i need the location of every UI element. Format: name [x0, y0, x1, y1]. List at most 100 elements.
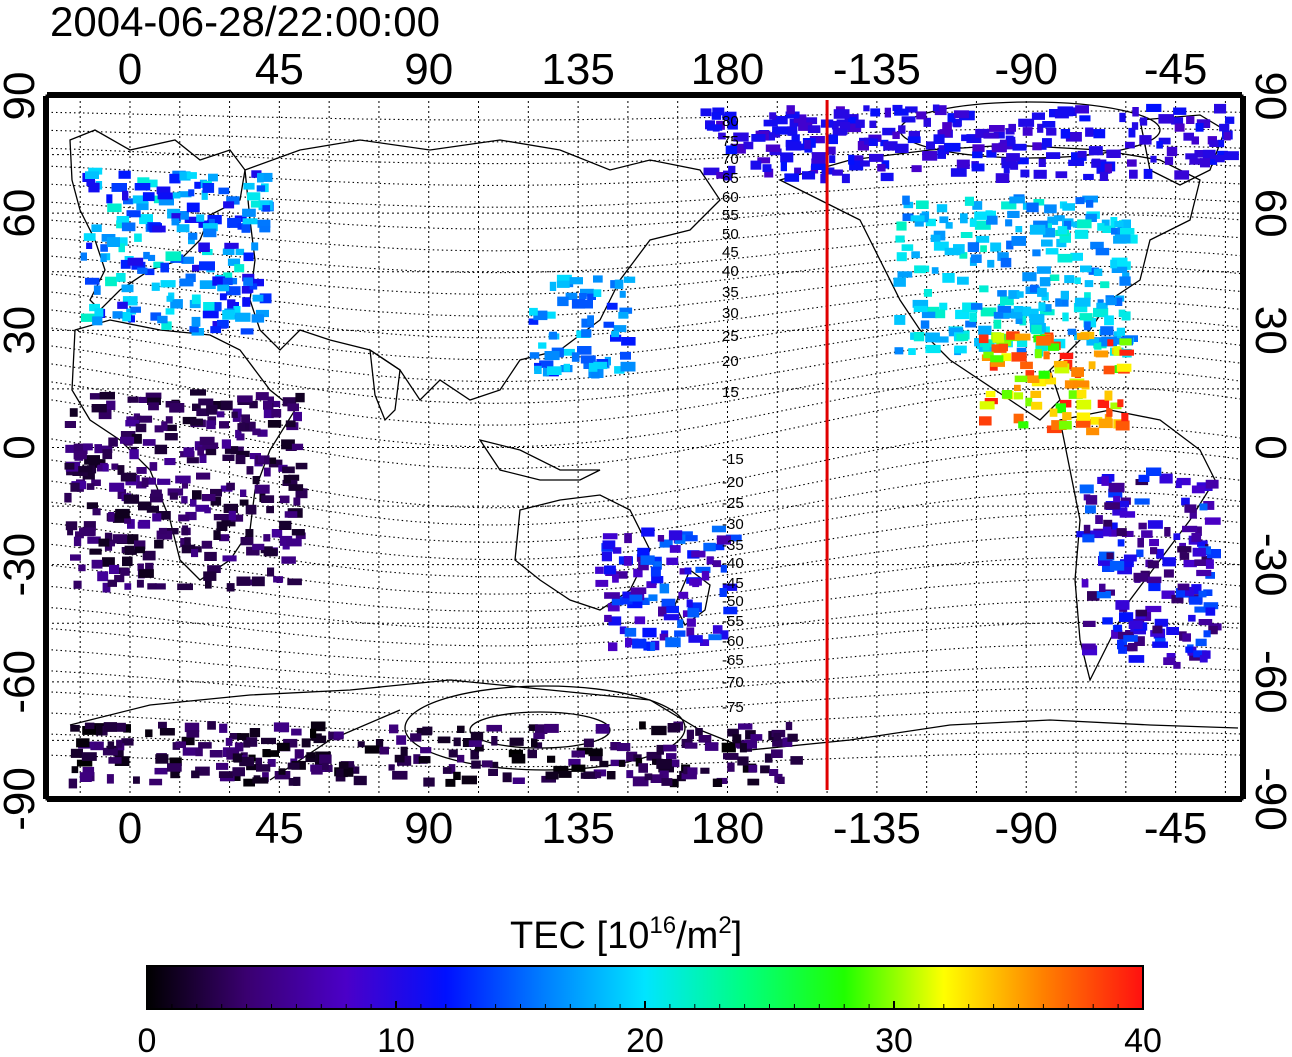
- tec-cell: [1029, 224, 1046, 235]
- tec-cell: [217, 284, 230, 292]
- tec-cell: [1075, 197, 1085, 205]
- tec-cell: [1141, 530, 1153, 538]
- tec-cell: [76, 738, 90, 748]
- tec-cell: [1029, 284, 1039, 293]
- tec-cell: [1121, 413, 1129, 422]
- tec-cell: [869, 120, 877, 128]
- lat-tick-label: -30: [1246, 533, 1292, 597]
- tec-cell: [88, 182, 100, 193]
- tec-cell: [979, 401, 995, 410]
- tec-cell: [595, 724, 610, 734]
- tec-cell: [138, 501, 152, 511]
- tec-cell: [1203, 589, 1213, 596]
- tec-cell: [1195, 123, 1204, 132]
- tec-cell: [116, 722, 126, 732]
- tec-cell: [161, 421, 168, 431]
- tec-cell: [916, 200, 929, 209]
- tec-cell: [1093, 129, 1106, 139]
- tec-cell: [1121, 530, 1134, 537]
- tec-cell: [1102, 225, 1116, 233]
- tec-cell: [606, 771, 616, 780]
- tec-cell: [544, 351, 560, 361]
- tec-cell: [986, 215, 998, 225]
- tec-cell: [169, 173, 181, 184]
- tec-cell: [894, 347, 904, 355]
- tec-cell: [630, 587, 647, 594]
- tec-cell: [1100, 326, 1114, 336]
- tec-cell: [832, 128, 848, 135]
- tec-cell: [1102, 617, 1113, 625]
- tec-cell: [1077, 219, 1092, 229]
- tec-cell: [226, 286, 241, 296]
- tec-cell: [145, 268, 155, 276]
- tec-cell: [953, 110, 969, 119]
- tec-cell: [148, 402, 159, 411]
- tec-cell: [259, 225, 271, 233]
- tec-cell: [116, 220, 127, 229]
- tec-cell: [1185, 646, 1194, 653]
- tec-cell: [132, 195, 149, 204]
- tec-cell: [594, 771, 602, 779]
- tec-cell: [669, 778, 679, 788]
- colorbar-tick-label: 20: [626, 1022, 664, 1057]
- tec-cell: [974, 220, 991, 230]
- tec-cell: [1166, 627, 1179, 635]
- tec-cell: [1193, 650, 1207, 658]
- tec-cell: [579, 300, 593, 309]
- tec-cell: [1171, 594, 1184, 604]
- tec-cell: [798, 122, 813, 131]
- tec-cell: [255, 309, 269, 318]
- tec-cell: [295, 532, 306, 540]
- tec-cell: [1150, 630, 1165, 637]
- tec-cell: [203, 302, 217, 312]
- tec-cell: [936, 204, 948, 213]
- tec-cell: [202, 442, 219, 449]
- tec-cell: [98, 538, 110, 547]
- tec-cell: [197, 446, 204, 456]
- tec-cell: [1095, 351, 1108, 358]
- tec-cell: [70, 554, 81, 561]
- frame-bottom-strip: [47, 796, 1242, 802]
- tec-cell: [240, 489, 247, 497]
- tec-cell: [1182, 525, 1198, 533]
- tec-cell: [1185, 153, 1198, 160]
- tec-cell: [593, 361, 608, 370]
- lon-tick-label: 135: [541, 804, 614, 853]
- tec-cell: [811, 152, 826, 161]
- tec-cell: [158, 527, 167, 535]
- tec-cell: [105, 539, 115, 547]
- colorbar-tick-label: 10: [377, 1022, 415, 1057]
- tec-cell: [621, 337, 636, 346]
- tec-cell: [145, 729, 153, 738]
- tec-cell: [453, 737, 461, 747]
- tec-cell: [1006, 331, 1020, 340]
- lon-tick-label: -90: [994, 804, 1058, 853]
- tec-cell: [528, 724, 538, 731]
- tec-cell: [1065, 132, 1082, 142]
- tec-cell: [1224, 151, 1239, 161]
- tec-cell: [1146, 576, 1162, 584]
- tec-cell: [1108, 482, 1125, 493]
- tec-cell: [222, 555, 237, 562]
- tec-cell: [219, 723, 228, 733]
- tec-cell: [686, 599, 693, 608]
- tec-cell: [542, 311, 556, 319]
- tec-cell: [271, 529, 283, 538]
- tec-cell: [1204, 517, 1221, 525]
- tec-cell: [295, 488, 308, 499]
- tec-cell: [155, 583, 166, 590]
- tec-cell: [580, 355, 596, 364]
- tec-cell: [357, 741, 365, 748]
- tec-cell: [1062, 203, 1075, 211]
- tec-cell: [1124, 234, 1138, 244]
- tec-cell: [86, 180, 96, 187]
- tec-cell: [1175, 588, 1190, 598]
- tec-cell: [167, 763, 182, 772]
- tec-cell: [122, 312, 131, 322]
- tec-cell: [142, 192, 155, 202]
- tec-cell: [400, 746, 408, 757]
- contour-label: -50: [722, 593, 744, 610]
- tec-cell: [205, 446, 217, 456]
- tec-cell: [780, 161, 787, 172]
- lon-ticks-bottom: 0 45 90 135 180 -135 -90 -45: [118, 804, 1208, 853]
